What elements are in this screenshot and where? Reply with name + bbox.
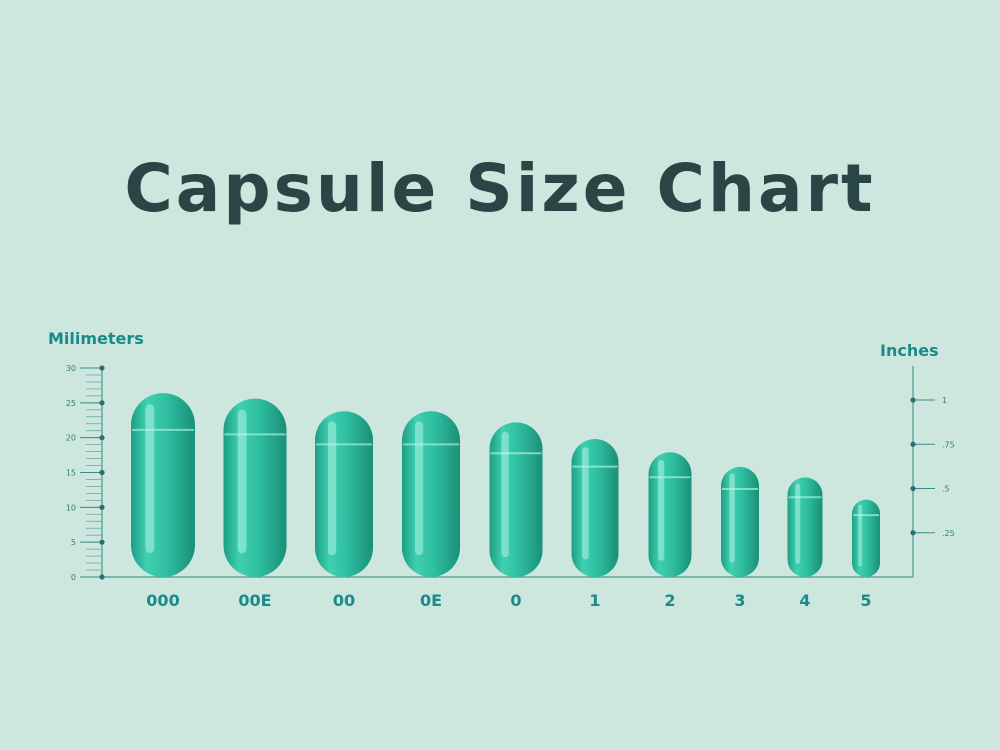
capsule-1 <box>571 439 619 577</box>
capsule-5 <box>852 499 880 577</box>
y2-tick-label: .25 <box>942 529 955 538</box>
y-tick-label: 30 <box>66 364 76 373</box>
y2-tick-dot <box>910 441 916 447</box>
capsule-bars <box>131 393 880 577</box>
capsule-highlight <box>415 421 424 556</box>
capsule-highlight <box>658 459 665 561</box>
capsule-highlight <box>795 483 801 564</box>
category-label: 0 <box>510 591 521 610</box>
y2-tick-label: .5 <box>942 485 950 494</box>
category-labels: 000 00E 00 0E 0 1 2 3 4 5 <box>146 591 871 610</box>
capsule-0E <box>402 411 460 577</box>
y-tick-dot <box>99 574 105 580</box>
y-tick-dot <box>99 539 105 545</box>
category-label: 4 <box>799 591 810 610</box>
y-tick-dot <box>99 435 105 441</box>
y-tick-label: 10 <box>66 503 76 512</box>
category-label: 00E <box>238 591 271 610</box>
y-tick-dot <box>99 400 105 406</box>
y2-ticks: .25 .5 .75 1 <box>910 396 955 538</box>
y2-tick-dot <box>910 530 916 536</box>
y2-tick-label: 1 <box>942 396 947 405</box>
capsule-4 <box>787 477 823 577</box>
capsule-highlight <box>501 431 509 558</box>
y-axis-title: Milimeters <box>48 329 144 348</box>
y-tick-label: 5 <box>71 538 76 547</box>
capsule-highlight <box>145 404 155 553</box>
y-tick-label: 20 <box>66 434 76 443</box>
capsule-000 <box>131 393 195 577</box>
y-tick-dot <box>99 469 105 476</box>
category-label: 5 <box>860 591 871 610</box>
capsule-highlight <box>729 473 735 563</box>
category-label: 1 <box>589 591 600 610</box>
y2-tick-dot <box>910 397 916 403</box>
y-ticks: 0 5 10 15 20 25 30 <box>66 364 105 582</box>
y-tick-label: 15 <box>66 469 76 478</box>
capsule-highlight <box>328 421 337 556</box>
category-label: 3 <box>734 591 745 610</box>
category-label: 2 <box>664 591 675 610</box>
capsule-00 <box>315 411 373 577</box>
capsule-2 <box>648 452 692 577</box>
y-tick-dot <box>99 504 105 510</box>
capsule-00E <box>223 398 287 577</box>
y2-tick-dot <box>910 485 916 492</box>
y-tick-label: 0 <box>71 573 76 582</box>
category-label: 0E <box>420 591 442 610</box>
capsule-highlight <box>858 504 863 567</box>
capsule-highlight <box>582 447 589 560</box>
chart-title: Capsule Size Chart <box>124 150 876 227</box>
category-label: 000 <box>146 591 179 610</box>
capsule-highlight <box>237 409 247 554</box>
y-tick-label: 25 <box>66 399 76 408</box>
y2-tick-label: .75 <box>942 440 955 449</box>
category-label: 00 <box>333 591 355 610</box>
y2-axis-title: Inches <box>880 341 939 360</box>
capsule-3 <box>721 466 759 577</box>
capsule-0 <box>489 422 543 577</box>
y-tick-dot <box>99 365 105 371</box>
